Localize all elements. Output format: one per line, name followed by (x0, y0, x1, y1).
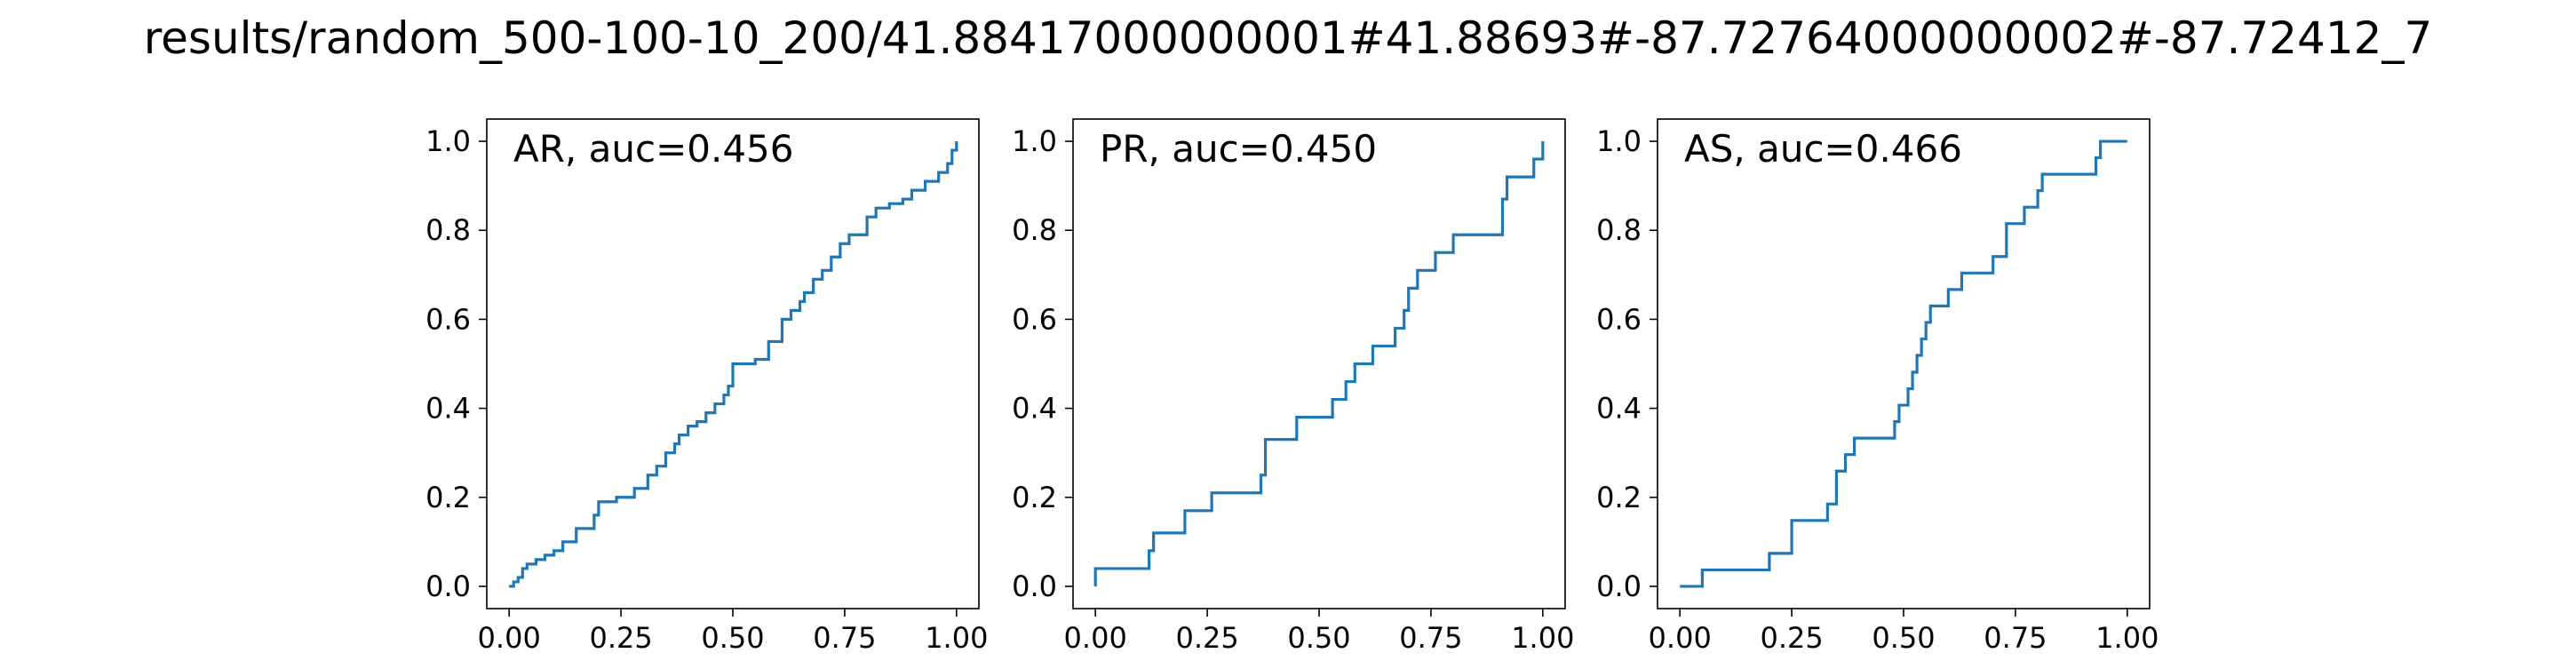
as-axes-frame (1657, 118, 2151, 609)
pr-axes-frame (1072, 118, 1566, 609)
figure-title: results/random_500-100-10_200/41.8841700… (143, 12, 2433, 64)
as-y-tick-label: 0.2 (1596, 481, 1642, 514)
ar-x-tick-label: 0.75 (813, 621, 876, 655)
ar-y-tick-label: 0.0 (425, 569, 471, 603)
pr-y-tick-label: 0.2 (1012, 481, 1057, 514)
as-y-tick-label: 0.4 (1596, 392, 1642, 426)
panel-as: 0.00 0.25 0.50 0.75 1.00 0.0 0.2 0.4 0.6 0.8 1.0 AS… (1596, 118, 2159, 655)
pr-x-tick-label: 1.00 (1511, 621, 1574, 655)
pr-y-tick-label: 0.8 (1012, 213, 1057, 247)
ar-step-line (509, 141, 958, 588)
as-y-tick-label: 0.6 (1596, 302, 1642, 336)
as-x-tick-label: 0.00 (1649, 621, 1712, 655)
ar-y-tick-label: 0.8 (425, 213, 471, 247)
as-x-tick-label: 1.00 (2095, 621, 2159, 655)
ar-y-tick-label: 0.2 (425, 481, 471, 514)
as-x-tick-label: 0.50 (1872, 621, 1935, 655)
ar-panel-label: AR, auc=0.456 (513, 127, 794, 171)
ar-x-tick-label: 0.25 (589, 621, 652, 655)
pr-x-tick-label: 0.50 (1287, 621, 1350, 655)
as-x-tick-label: 0.75 (1984, 621, 2047, 655)
ar-y-tick-label: 0.4 (425, 392, 471, 426)
as-step-line (1680, 139, 2127, 588)
ar-x-tick-label: 1.00 (925, 621, 988, 655)
as-y-tick-label: 1.0 (1596, 124, 1642, 158)
as-y-tick-label: 0.8 (1596, 213, 1642, 247)
pr-x-tick-label: 0.25 (1175, 621, 1238, 655)
as-panel-label: AS, auc=0.466 (1684, 127, 1962, 171)
ar-y-tick-label: 0.6 (425, 302, 471, 336)
pr-y-tick-label: 0.6 (1012, 302, 1057, 336)
pr-y-tick-label: 0.4 (1012, 392, 1057, 426)
pr-step-line (1093, 141, 1545, 586)
panel-pr: 0.00 0.25 0.50 0.75 1.00 0.0 0.2 0.4 0.6 0.8 1.0 PR… (1012, 118, 1574, 655)
panel-ar: 0.00 0.25 0.50 0.75 1.00 0.0 0.2 0.4 0.6 0.8 1.0 AR… (425, 118, 988, 655)
as-y-tick-label: 0.0 (1596, 569, 1642, 603)
pr-panel-label: PR, auc=0.450 (1100, 127, 1377, 171)
pr-y-tick-label: 0.0 (1012, 569, 1057, 603)
ar-y-tick-label: 1.0 (425, 124, 471, 158)
ar-x-tick-label: 0.50 (701, 621, 764, 655)
as-x-tick-label: 0.25 (1760, 621, 1823, 655)
pr-x-tick-label: 0.00 (1064, 621, 1127, 655)
pr-x-tick-label: 0.75 (1399, 621, 1462, 655)
pr-y-tick-label: 1.0 (1012, 124, 1057, 158)
ar-x-tick-label: 0.00 (478, 621, 541, 655)
